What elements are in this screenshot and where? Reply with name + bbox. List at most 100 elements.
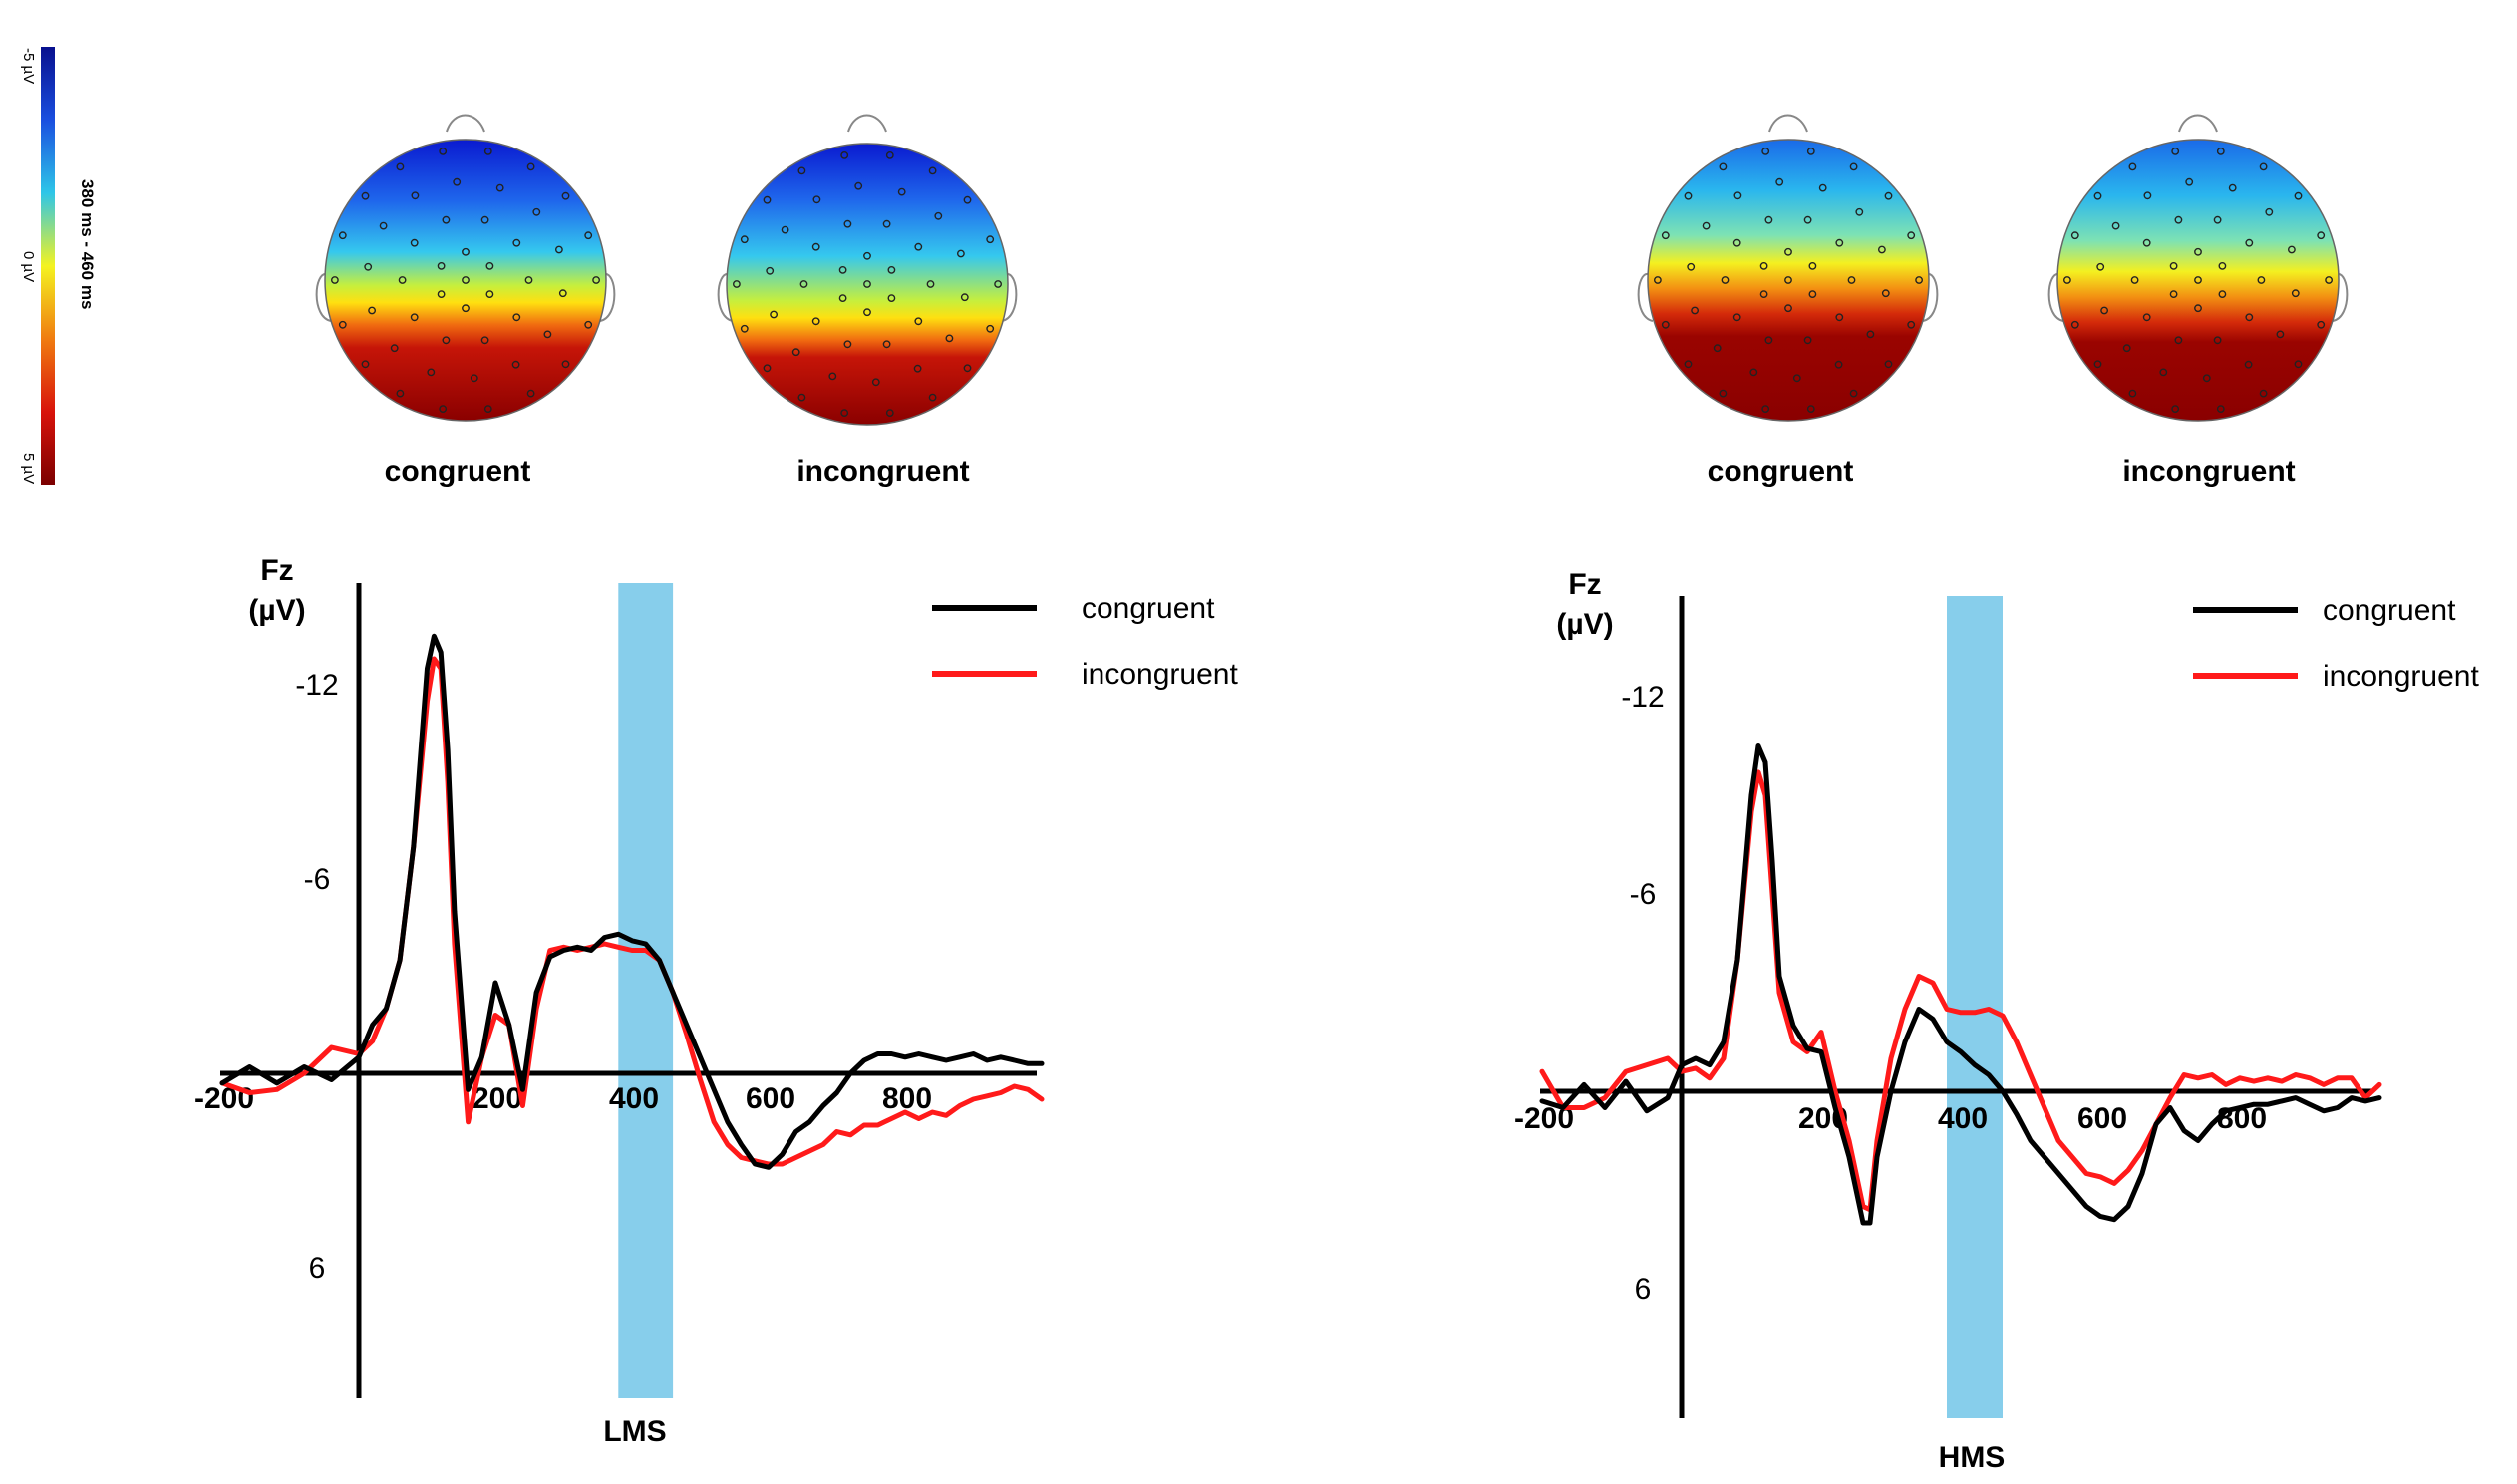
electrode: [511, 360, 520, 369]
electrode: [1764, 215, 1773, 224]
electrode: [485, 290, 494, 298]
electrode: [2245, 238, 2254, 247]
electrode: [913, 364, 922, 373]
electrodes: [2062, 147, 2334, 413]
electrode: [797, 393, 806, 402]
electrode: [887, 265, 896, 274]
unit-label: (µV): [248, 594, 305, 627]
erp-plot-lms: -12 -6 6 -200 200 400 600 800 Fz (µV) LMS congruent…: [194, 554, 1238, 1448]
electrode: [791, 348, 800, 357]
electrode: [480, 336, 489, 345]
unit-label: (µV): [1556, 608, 1613, 641]
electrode: [1784, 276, 1792, 284]
electrode: [1849, 389, 1858, 398]
electrode: [1733, 191, 1742, 200]
electrode: [437, 261, 446, 270]
colorbar-gradient: [41, 47, 55, 485]
electrode: [364, 262, 373, 271]
electrode: [1884, 191, 1893, 200]
analysis-window: [1947, 596, 2003, 1418]
electrode: [2070, 231, 2079, 240]
electrode: [2171, 147, 2180, 155]
electrode: [986, 235, 995, 244]
electrode: [1792, 374, 1801, 383]
electrode: [1775, 177, 1784, 186]
electrode: [2325, 276, 2334, 284]
electrode: [1654, 276, 1662, 284]
electrode: [555, 245, 563, 254]
scalp-map: [1647, 139, 1930, 422]
electrode: [483, 147, 492, 155]
electrode: [887, 294, 896, 302]
electrode: [1818, 183, 1827, 192]
electrode: [2317, 231, 2326, 240]
erp-plot-hms: -12-66-200 200 400 600 800Fz(µV)HMScongruent…: [1514, 568, 2479, 1474]
electrode: [2265, 207, 2274, 216]
channel-label: Fz: [1568, 568, 1601, 601]
electrode: [733, 280, 741, 288]
electrode: [2128, 389, 2137, 398]
x-tick-label: 200: [472, 1082, 522, 1115]
electrode: [781, 225, 789, 234]
electrode: [338, 231, 347, 240]
series-line-incongruent: [1539, 769, 2382, 1213]
electrode: [584, 320, 593, 329]
electrode: [470, 374, 478, 383]
electrode: [2294, 360, 2303, 369]
electrode: [561, 191, 570, 200]
x-tick-label: -200: [194, 1082, 254, 1115]
legend-label-congruent: congruent: [1082, 592, 1215, 625]
electrode: [442, 336, 451, 345]
electrode: [2202, 374, 2211, 383]
legend-label-incongruent: incongruent: [1082, 658, 1238, 691]
electrode: [1803, 215, 1812, 224]
electrode: [439, 405, 448, 413]
electrode: [1855, 207, 1864, 216]
y-tick-label: 6: [1635, 1273, 1652, 1306]
electrode: [960, 293, 969, 302]
electrode: [914, 317, 923, 326]
electrode: [1808, 261, 1817, 270]
electrode: [462, 247, 470, 256]
electrode: [2228, 183, 2237, 192]
electrode: [410, 313, 419, 322]
electrode: [1661, 231, 1670, 240]
electrode: [2194, 304, 2202, 313]
electrode: [2128, 162, 2137, 171]
electrode: [1759, 261, 1768, 270]
electrode: [526, 162, 535, 171]
electrode: [1878, 245, 1886, 254]
electrode: [1808, 290, 1817, 298]
electrode: [2259, 389, 2268, 398]
electrode: [512, 313, 521, 322]
electrode: [770, 310, 778, 319]
electrode: [396, 389, 405, 398]
series-line-congruent: [1539, 743, 2382, 1226]
head-outline: [446, 114, 485, 133]
electrode: [882, 219, 891, 228]
electrode: [2096, 262, 2105, 271]
x-tick-label: 600: [746, 1082, 795, 1115]
electrodes: [1654, 147, 1924, 413]
electrode: [427, 368, 436, 377]
electrode: [2276, 330, 2285, 339]
electrode: [811, 317, 820, 326]
colorbar: -5 µV 0 µV 5 µV 380 ms - 460 ms: [20, 47, 97, 485]
electrode: [840, 409, 849, 417]
electrode: [1687, 262, 1696, 271]
electrode: [442, 215, 451, 224]
electrode: [838, 294, 847, 302]
electrode: [483, 405, 492, 413]
electrode: [986, 324, 995, 333]
electrode: [2142, 238, 2151, 247]
electrode: [885, 409, 894, 417]
electrode: [390, 344, 399, 353]
electrode: [2317, 320, 2326, 329]
electrode: [740, 324, 749, 333]
electrode: [1806, 405, 1815, 413]
electrode: [1719, 389, 1728, 398]
x-tick-label: 400: [1938, 1102, 1988, 1135]
electrode: [584, 231, 593, 240]
electrode: [863, 308, 871, 317]
